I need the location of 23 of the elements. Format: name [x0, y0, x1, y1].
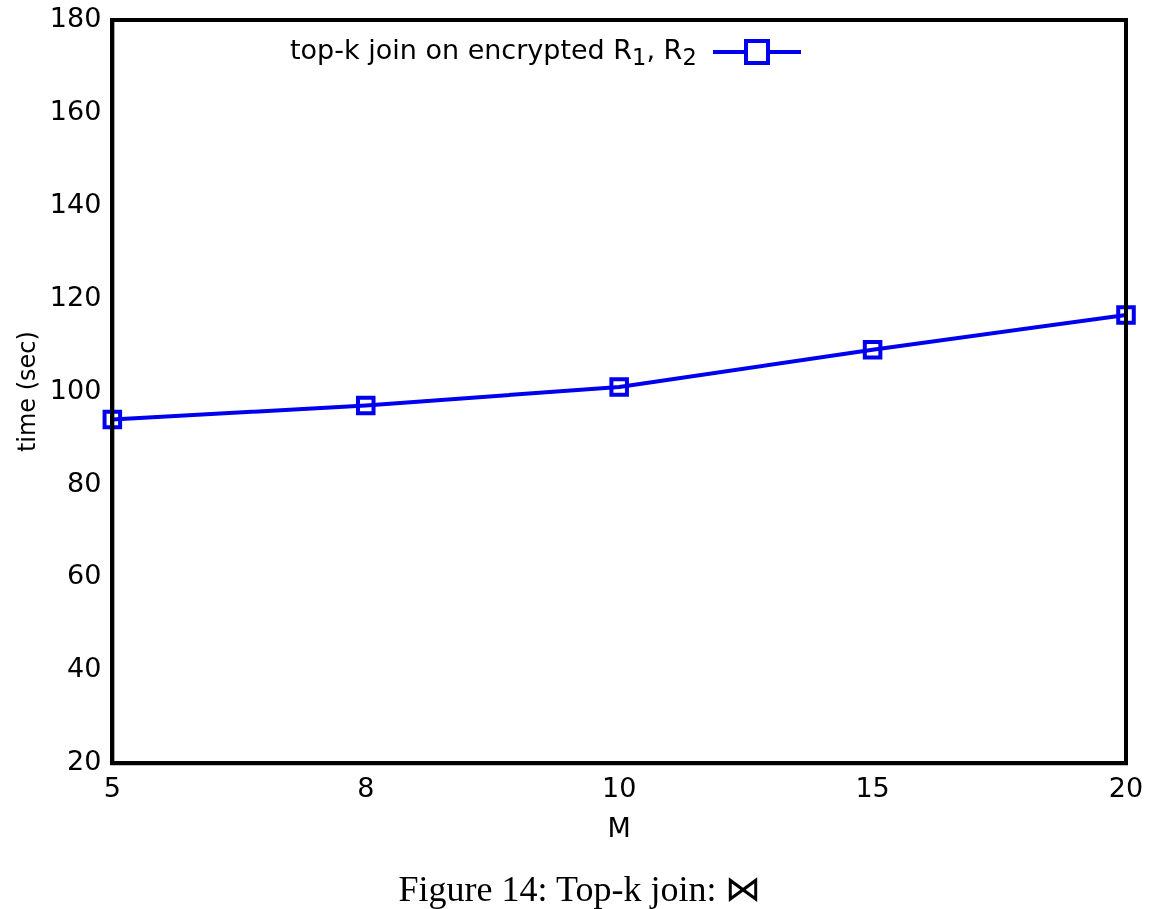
x-axis-title: M — [607, 811, 631, 843]
point — [609, 377, 629, 397]
y-tick-label: 80 — [66, 466, 102, 498]
caption: Figure 14: Top-k join: ⋈ — [397, 868, 763, 909]
point — [862, 340, 883, 360]
point — [102, 409, 123, 430]
y-tick-label: 180 — [49, 2, 102, 34]
y-tick-label: 140 — [49, 187, 102, 219]
legend-label: top-k join on encrypted R$_{1}$, R$_{2}$ — [290, 34, 697, 71]
y-tick-label: 20 — [66, 745, 102, 777]
x-tick-label: 8 — [357, 772, 375, 804]
y-tick-label: 60 — [66, 559, 102, 591]
x-tick-label: 20 — [1108, 772, 1144, 804]
y-tick-label: 120 — [49, 280, 102, 312]
y-tick-label: 100 — [49, 373, 102, 405]
x-tick-label: 15 — [855, 772, 890, 804]
y-axis-title: time (sec) — [12, 331, 41, 453]
x-tick-label: 10 — [601, 772, 637, 804]
point — [355, 395, 376, 416]
point — [1116, 305, 1136, 325]
y-tick-label: 40 — [66, 652, 102, 684]
x-tick-label: 5 — [103, 772, 121, 804]
y-tick-label: 160 — [49, 94, 102, 126]
